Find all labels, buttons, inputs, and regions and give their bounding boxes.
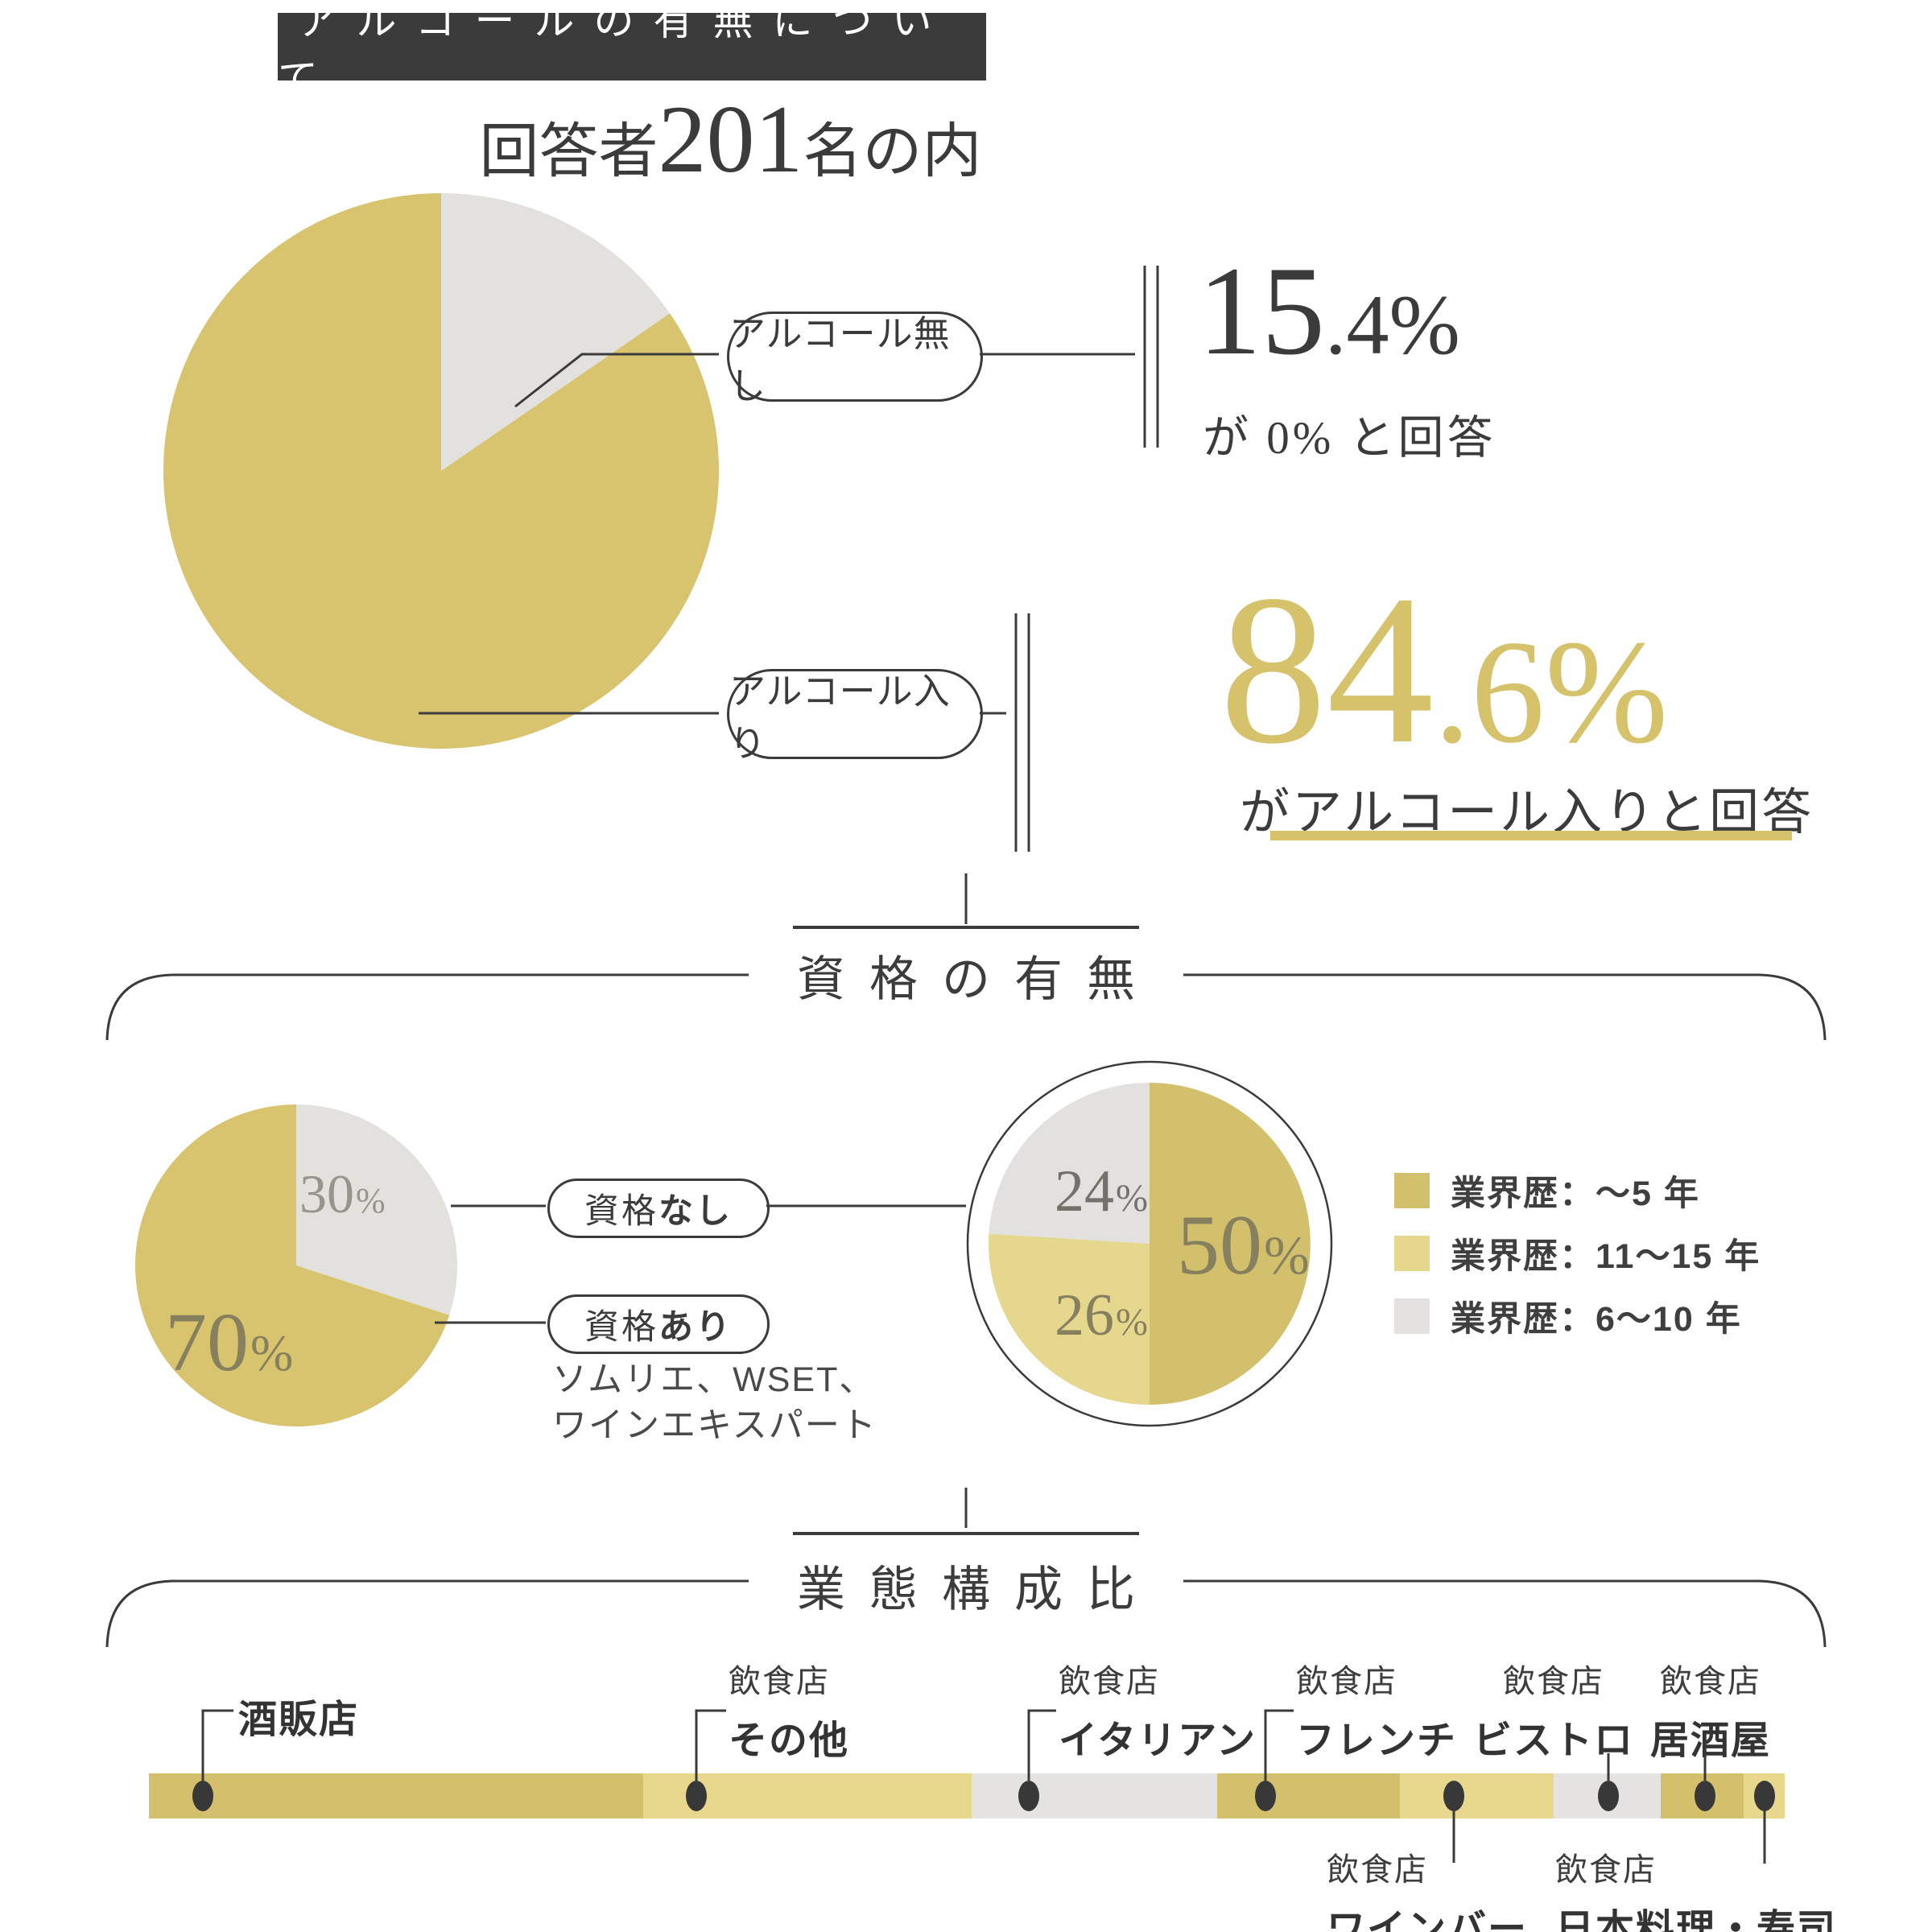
pct-label-70: 70 % — [165, 1294, 293, 1390]
pill-has-qual-suffix: あり — [658, 1308, 733, 1347]
legend-swatch-light-gold — [1394, 1236, 1430, 1271]
page-banner: アルコールの有無について — [278, 0, 986, 101]
bar-label-japanese-sushi: 飲食店 日本料理・寿司 — [1555, 1843, 1837, 1932]
bar-label-other-prefix: 飲食店 — [729, 1664, 830, 1699]
leader-liquor-shop — [201, 1709, 233, 1781]
section-title-business: 業態構成比 — [0, 1550, 1932, 1620]
leader-italian — [1027, 1709, 1056, 1781]
legend-swatch-gray — [1394, 1298, 1430, 1334]
bar-label-other: 飲食店 その他 — [729, 1655, 849, 1765]
section-title-qualification: 資格の有無 — [0, 940, 1932, 1010]
label-pill-no-alcohol: アルコール無し — [727, 312, 983, 407]
pct-30-sym: % — [356, 1181, 386, 1220]
bar-label-italian-name: イタリアン — [1059, 1719, 1257, 1762]
bar-label-bistro-name: ビストロ — [1472, 1719, 1634, 1762]
legend-label-2: 業界歴：6〜10 年 — [1451, 1300, 1742, 1339]
section-title-qualification-text: 資格の有無 — [797, 953, 1159, 1006]
bar-segment-その他 — [642, 1773, 972, 1818]
bar-label-izakaya: 飲食店 居酒屋 — [1590, 1655, 1831, 1765]
leader-other — [695, 1709, 726, 1781]
title-suffix: 名の内 — [803, 119, 982, 185]
stat-yes-int: 84 — [1220, 551, 1434, 788]
label-pill-with-alcohol: アルコール入り — [727, 669, 983, 764]
bar-label-bistro: 飲食店 ビストロ — [1433, 1655, 1674, 1765]
stat-yes-frac: .6% — [1434, 609, 1669, 774]
pill-has-qual-prefix: 資格 — [584, 1308, 658, 1347]
pct-label-50: 50 % — [1177, 1196, 1310, 1294]
bar-label-bistro-prefix: 飲食店 — [1503, 1664, 1604, 1699]
legend-label-0: 業界歴：〜5 年 — [1451, 1174, 1700, 1213]
bar-segment-日本料理・寿司 — [1744, 1773, 1785, 1818]
pct-70-num: 70 — [165, 1296, 249, 1389]
bar-segment-酒販店 — [149, 1773, 643, 1818]
pct-label-24: 24 % — [1055, 1158, 1148, 1226]
bar-segment-イタリアン — [972, 1773, 1217, 1818]
pct-26-sym: % — [1116, 1301, 1148, 1344]
stat-with-alcohol-value: 84.6% — [1220, 551, 1669, 788]
bar-label-italian: 飲食店 イタリアン — [1059, 1655, 1257, 1765]
stat-no-int: 15 — [1198, 241, 1325, 382]
pct-26-num: 26 — [1055, 1282, 1114, 1348]
bar-segment-フレンチ — [1216, 1773, 1401, 1818]
bar-segment-居酒屋 — [1660, 1773, 1744, 1818]
business-stacked-bar — [149, 1773, 1785, 1818]
leader-no-alcohol — [514, 353, 719, 408]
gold-underline — [1270, 831, 1792, 840]
bar-label-other-name: その他 — [729, 1719, 850, 1762]
legend-label-1: 業界歴：11〜15 年 — [1451, 1237, 1761, 1276]
alcohol-pie-chart — [163, 193, 719, 749]
bar-label-wine-bar-name: ワインバー — [1327, 1908, 1529, 1932]
qualification-note: ソムリエ、WSET、 ワインエキスパート — [552, 1357, 877, 1449]
pie-slice — [163, 193, 719, 749]
bar-label-liquor-shop: 酒販店 — [238, 1687, 359, 1744]
pct-50-num: 50 — [1177, 1198, 1262, 1292]
pct-50-sym: % — [1264, 1224, 1310, 1286]
stat-no-alcohol-value: 15.4% — [1198, 238, 1460, 385]
pill-no-qual-suffix: なし — [658, 1192, 733, 1231]
label-pill-has-qualification: 資格 あり — [547, 1294, 770, 1354]
bar-label-wine-bar: 飲食店 ワインバー — [1327, 1843, 1528, 1932]
bar-label-japanese-sushi-prefix: 飲食店 — [1555, 1852, 1657, 1888]
title-prefix: 回答者 — [479, 119, 658, 185]
pie-slice — [441, 193, 671, 471]
bar-label-french-prefix: 飲食店 — [1296, 1664, 1397, 1699]
pill-with-alcohol-text: アルコール入り — [729, 671, 951, 764]
legend-swatch-gold — [1394, 1173, 1430, 1208]
page-title: 回答者201名の内 — [0, 84, 1461, 195]
bar-label-liquor-shop-name: 酒販店 — [238, 1699, 360, 1741]
pct-label-30: 30 % — [299, 1162, 386, 1226]
qualification-note-line2: ワインエキスパート — [552, 1406, 877, 1445]
bar-label-french: 飲食店 フレンチ — [1296, 1655, 1457, 1765]
pct-30-num: 30 — [299, 1163, 354, 1224]
bar-label-french-name: フレンチ — [1296, 1719, 1458, 1762]
leader-french — [1264, 1709, 1294, 1781]
pct-70-sym: % — [250, 1324, 294, 1381]
experience-legend: 業界歴：〜5 年 業界歴：11〜15 年 業界歴：6〜10 年 — [1394, 1169, 1761, 1357]
legend-item: 業界歴：11〜15 年 — [1394, 1232, 1761, 1276]
label-pill-no-qualification: 資格 なし — [547, 1179, 770, 1238]
bar-label-izakaya-name: 居酒屋 — [1649, 1719, 1771, 1762]
legend-item: 業界歴：6〜10 年 — [1394, 1294, 1761, 1339]
qualification-note-line1: ソムリエ、WSET、 — [552, 1360, 876, 1399]
pill-no-qual-prefix: 資格 — [584, 1192, 658, 1231]
stat-no-alcohol-caption: が 0% と回答 — [1203, 401, 1496, 467]
bar-label-izakaya-prefix: 飲食店 — [1660, 1664, 1761, 1699]
bar-label-wine-bar-prefix: 飲食店 — [1327, 1852, 1428, 1888]
pill-no-alcohol-text: アルコール無し — [729, 314, 951, 407]
legend-item: 業界歴：〜5 年 — [1394, 1169, 1761, 1213]
bar-label-japanese-sushi-name: 日本料理・寿司 — [1555, 1908, 1838, 1932]
title-number: 201 — [658, 85, 803, 192]
pct-label-26: 26 % — [1055, 1282, 1148, 1350]
bar-segment-ビストロ — [1554, 1773, 1661, 1818]
section-title-business-text: 業態構成比 — [797, 1563, 1159, 1616]
bar-segment-ワインバー — [1400, 1773, 1554, 1818]
stat-no-caption-text: が 0% と回答 — [1203, 413, 1496, 464]
bar-label-italian-prefix: 飲食店 — [1059, 1664, 1160, 1699]
banner-text: アルコールの有無について — [278, 0, 952, 101]
pct-24-sym: % — [1116, 1177, 1148, 1220]
pct-24-num: 24 — [1055, 1158, 1114, 1224]
stat-no-frac: .4% — [1325, 278, 1460, 372]
